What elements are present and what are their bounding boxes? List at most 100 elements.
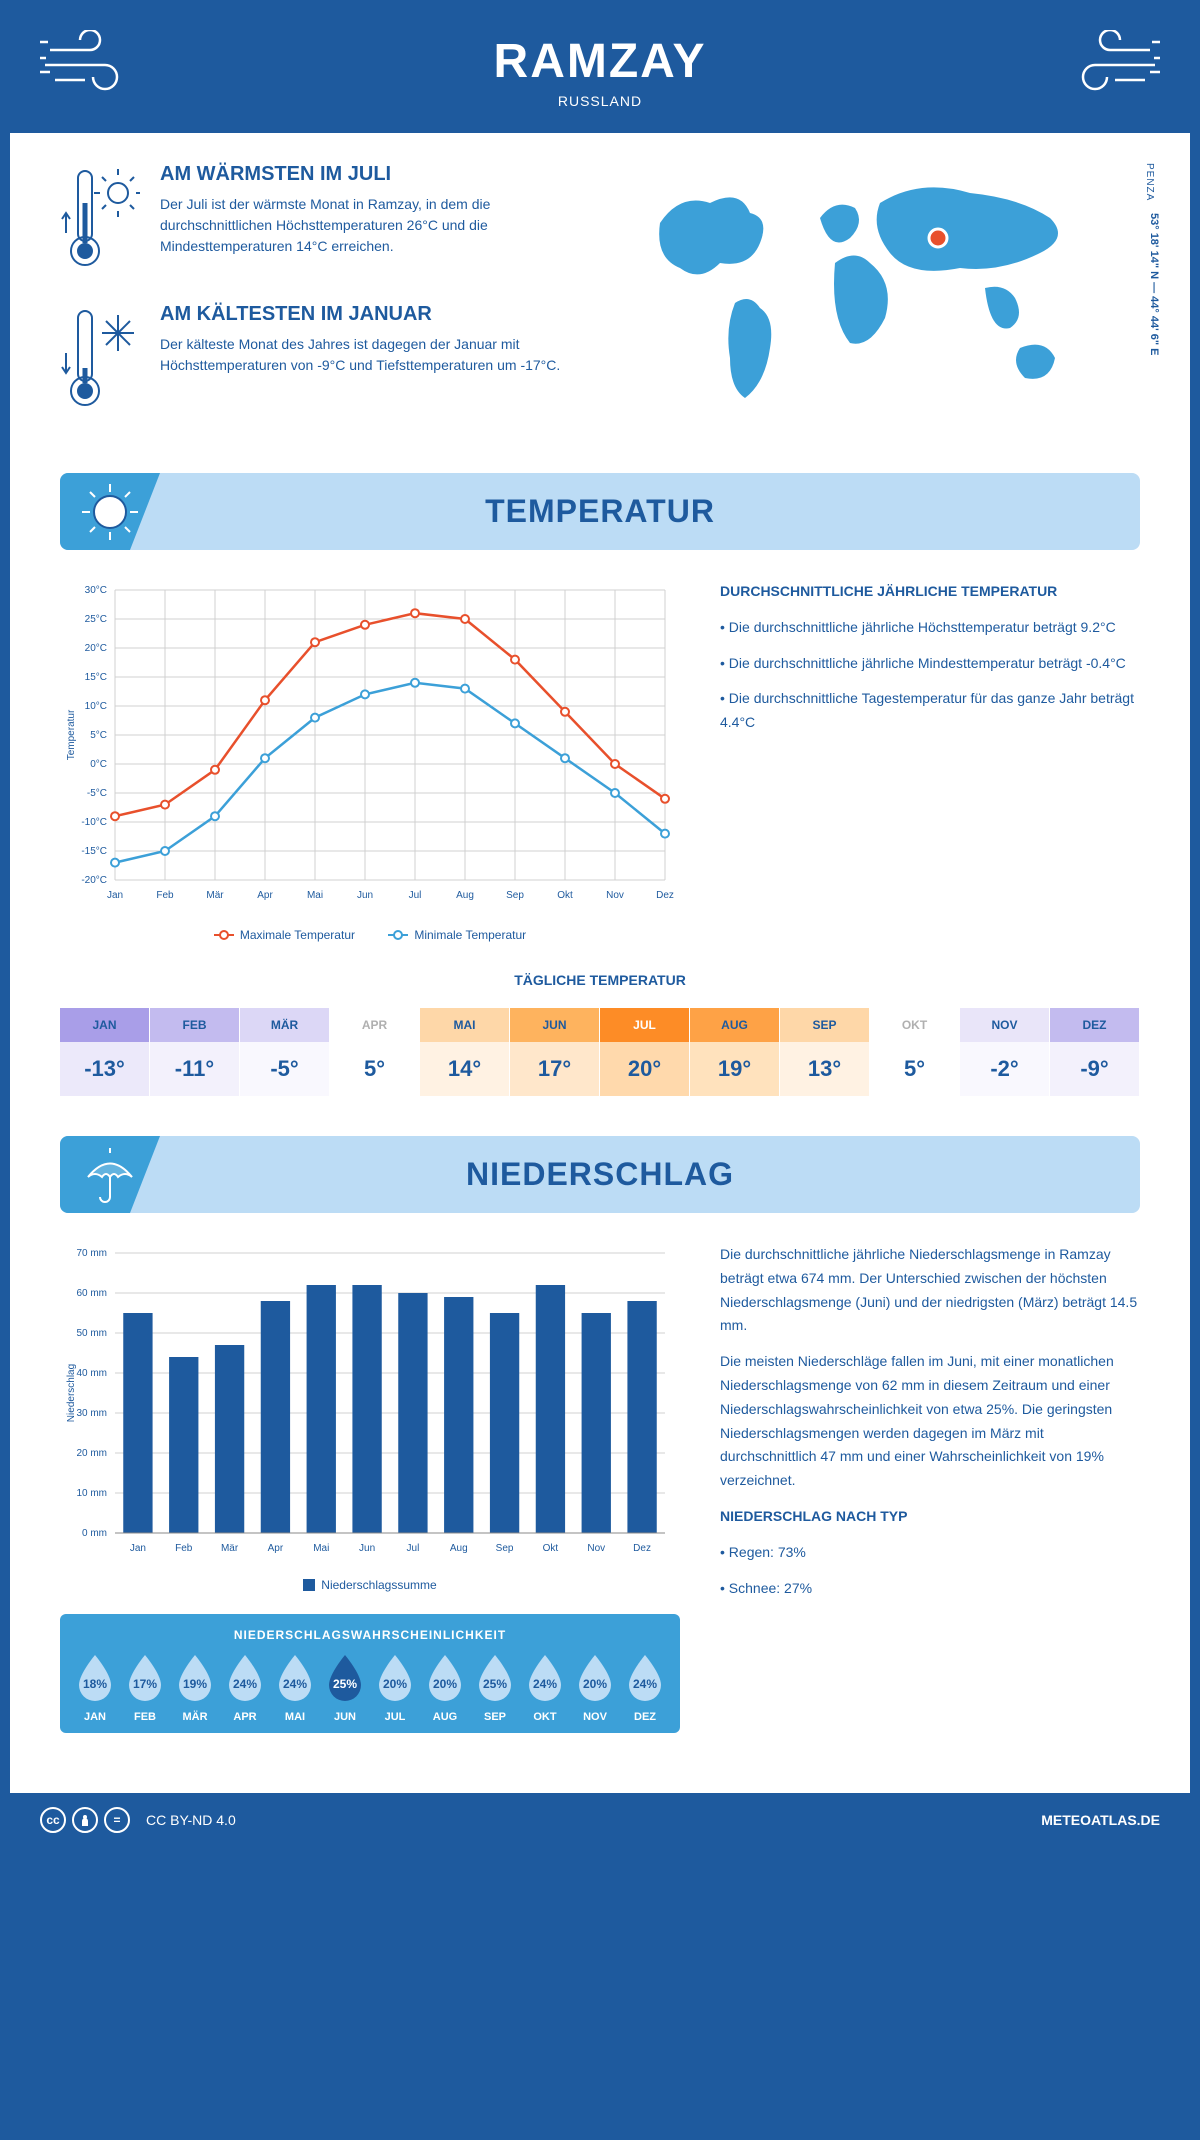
svg-text:Jan: Jan [130, 1543, 146, 1554]
warmest-text: Der Juli ist der wärmste Monat in Ramzay… [160, 194, 580, 257]
temp-month-cell: JUN17° [510, 1008, 600, 1096]
precip-prob-drop: 25%SEP [474, 1652, 516, 1723]
region-label: PENZA [1144, 163, 1155, 201]
temp-month-cell: JAN-13° [60, 1008, 150, 1096]
svg-text:19%: 19% [183, 1677, 207, 1691]
wind-icon [1050, 30, 1160, 100]
daily-temp-heading: TÄGLICHE TEMPERATUR [60, 972, 1140, 988]
svg-text:20%: 20% [583, 1677, 607, 1691]
svg-text:Jul: Jul [407, 1543, 420, 1554]
temperature-heading: TEMPERATUR [80, 493, 1120, 530]
svg-text:Aug: Aug [456, 890, 474, 901]
svg-text:Okt: Okt [543, 1543, 559, 1554]
precip-prob-drop: 20%AUG [424, 1652, 466, 1723]
temperature-legend: Maximale Temperatur Minimale Temperatur [60, 925, 680, 942]
svg-text:0 mm: 0 mm [82, 1528, 107, 1539]
svg-text:-20°C: -20°C [81, 875, 107, 886]
svg-text:25°C: 25°C [85, 614, 107, 625]
svg-text:25%: 25% [333, 1677, 357, 1691]
svg-text:24%: 24% [283, 1677, 307, 1691]
svg-text:Dez: Dez [656, 890, 674, 901]
thermometer-cold-icon [60, 303, 140, 413]
header: RAMZAY RUSSLAND [10, 10, 1190, 133]
svg-text:Feb: Feb [156, 890, 174, 901]
svg-text:20 mm: 20 mm [76, 1448, 107, 1459]
precipitation-legend: Niederschlagssumme [60, 1578, 680, 1594]
temperature-banner: TEMPERATUR [60, 473, 1140, 550]
svg-text:70 mm: 70 mm [76, 1248, 107, 1259]
license-text: CC BY-ND 4.0 [146, 1812, 236, 1828]
precip-prob-drop: 18%JAN [74, 1652, 116, 1723]
precip-prob-drop: 17%FEB [124, 1652, 166, 1723]
page-title: RAMZAY [34, 34, 1166, 89]
svg-text:24%: 24% [533, 1677, 557, 1691]
svg-text:Jul: Jul [409, 890, 422, 901]
svg-text:Nov: Nov [606, 890, 624, 901]
warmest-title: AM WÄRMSTEN IM JULI [160, 163, 580, 186]
warmest-fact: AM WÄRMSTEN IM JULI Der Juli ist der wär… [60, 163, 580, 273]
svg-text:60 mm: 60 mm [76, 1288, 107, 1299]
temp-month-cell: OKT5° [870, 1008, 960, 1096]
temp-month-cell: FEB-11° [150, 1008, 240, 1096]
svg-text:5°C: 5°C [90, 730, 107, 741]
svg-text:15°C: 15°C [85, 672, 107, 683]
precipitation-heading: NIEDERSCHLAG [80, 1156, 1120, 1193]
svg-text:30°C: 30°C [85, 585, 107, 596]
coordinates: 53° 18' 14" N — 44° 44' 6" E [1148, 213, 1160, 355]
svg-text:Niederschlag: Niederschlag [66, 1364, 77, 1422]
svg-text:50 mm: 50 mm [76, 1328, 107, 1339]
svg-text:Temperatur: Temperatur [66, 709, 77, 760]
svg-text:Sep: Sep [496, 1543, 514, 1554]
temp-month-cell: AUG19° [690, 1008, 780, 1096]
precip-prob-drop: 24%MAI [274, 1652, 316, 1723]
svg-text:40 mm: 40 mm [76, 1368, 107, 1379]
svg-text:30 mm: 30 mm [76, 1408, 107, 1419]
svg-text:0°C: 0°C [90, 759, 107, 770]
svg-text:20%: 20% [383, 1677, 407, 1691]
svg-text:10 mm: 10 mm [76, 1488, 107, 1499]
svg-text:Jun: Jun [359, 1543, 375, 1554]
precip-prob-drop: 25%JUN [324, 1652, 366, 1723]
by-icon [72, 1807, 98, 1833]
world-map [620, 163, 1100, 423]
page-subtitle: RUSSLAND [34, 93, 1166, 109]
svg-text:10°C: 10°C [85, 701, 107, 712]
precipitation-banner: NIEDERSCHLAG [60, 1136, 1140, 1213]
precip-prob-drop: 20%NOV [574, 1652, 616, 1723]
svg-text:Apr: Apr [257, 890, 273, 901]
svg-text:25%: 25% [483, 1677, 507, 1691]
coldest-title: AM KÄLTESTEN IM JANUAR [160, 303, 580, 326]
precipitation-probability-row: NIEDERSCHLAGSWAHRSCHEINLICHKEIT 18%JAN17… [60, 1614, 680, 1733]
temp-month-cell: NOV-2° [960, 1008, 1050, 1096]
svg-text:-15°C: -15°C [81, 846, 107, 857]
precip-prob-drop: 24%DEZ [624, 1652, 666, 1723]
svg-text:24%: 24% [633, 1677, 657, 1691]
svg-text:-10°C: -10°C [81, 817, 107, 828]
svg-text:20°C: 20°C [85, 643, 107, 654]
svg-text:Mai: Mai [313, 1543, 329, 1554]
svg-text:Jun: Jun [357, 890, 373, 901]
site-name: METEOATLAS.DE [1041, 1812, 1160, 1828]
svg-text:-5°C: -5°C [87, 788, 107, 799]
svg-text:Mai: Mai [307, 890, 323, 901]
temp-month-cell: APR5° [330, 1008, 420, 1096]
svg-text:18%: 18% [83, 1677, 107, 1691]
svg-text:Sep: Sep [506, 890, 524, 901]
nd-icon: = [104, 1807, 130, 1833]
coldest-text: Der kälteste Monat des Jahres ist dagege… [160, 334, 580, 376]
svg-text:Okt: Okt [557, 890, 573, 901]
cc-icon: cc [40, 1807, 66, 1833]
svg-text:Dez: Dez [633, 1543, 651, 1554]
temp-month-cell: DEZ-9° [1050, 1008, 1140, 1096]
precipitation-bar-chart: 0 mm 10 mm 20 mm 30 mm 40 mm 50 mm 60 mm 70 mm N… [60, 1243, 680, 1563]
thermometer-hot-icon [60, 163, 140, 273]
umbrella-icon [80, 1145, 140, 1205]
svg-text:Mär: Mär [206, 890, 224, 901]
footer: cc = CC BY-ND 4.0 METEOATLAS.DE [10, 1793, 1190, 1847]
svg-text:Mär: Mär [221, 1543, 239, 1554]
temperature-line-chart: -20°C -15°C -10°C -5°C 0°C 5°C 10°C 15°C 20°C 25°… [60, 580, 680, 910]
temp-month-cell: SEP13° [780, 1008, 870, 1096]
precipitation-description: Die durchschnittliche jährliche Niedersc… [720, 1243, 1140, 1733]
coldest-fact: AM KÄLTESTEN IM JANUAR Der kälteste Mona… [60, 303, 580, 413]
svg-text:Nov: Nov [587, 1543, 605, 1554]
